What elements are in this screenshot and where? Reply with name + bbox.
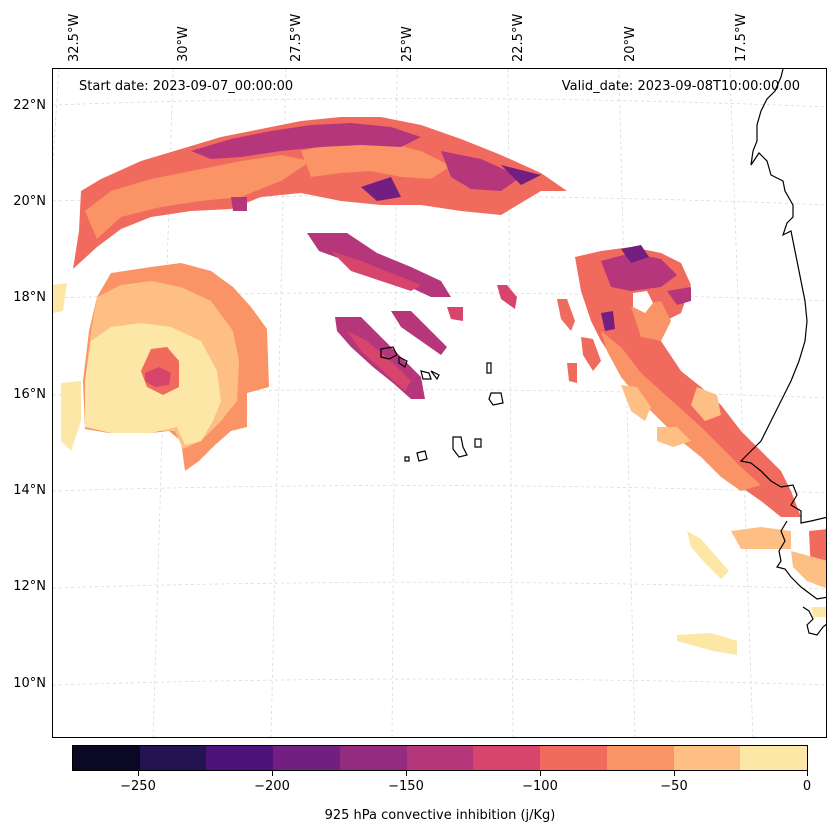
colorbar-tick-label: −250 [120, 779, 156, 794]
colorbar-cell [540, 746, 607, 770]
lon-label-25w: 25°W [400, 26, 415, 62]
colorbar-cell [406, 746, 474, 770]
colorbar-tick [272, 771, 273, 776]
lon-label-20w: 20°W [623, 26, 638, 62]
colorbar-tick [406, 771, 407, 776]
colorbar-tick-label: −100 [522, 779, 558, 794]
lat-label-10n: 10°N [13, 676, 46, 691]
coastlines [380, 69, 826, 636]
colorbar-tick [138, 771, 139, 776]
valid-date-label: Valid_date: 2023-09-08T10:00:00.00 [561, 79, 800, 94]
lat-label-22n: 22°N [13, 98, 46, 113]
colorbar-cell [740, 746, 808, 770]
colorbar-cell [73, 746, 140, 770]
lat-label-16n: 16°N [13, 387, 46, 402]
colorbar-tick [807, 771, 808, 776]
colorbar-tick [674, 771, 675, 776]
colorbar-title: 925 hPa convective inhibition (j/Kg) [324, 808, 556, 823]
lat-label-14n: 14°N [13, 483, 46, 498]
cin-center-streaks [307, 233, 517, 399]
colorbar-cell [273, 746, 340, 770]
map-canvas [53, 69, 826, 737]
colorbar-cell [139, 746, 207, 770]
map-panel: Start date: 2023-09-07_00:00:00 Valid_da… [52, 68, 827, 738]
start-date-label: Start date: 2023-09-07_00:00:00 [79, 79, 294, 94]
colorbar-cell [339, 746, 407, 770]
colorbar-cell [606, 746, 674, 770]
colorbar-cell [473, 746, 541, 770]
colorbar-tick-label: −50 [660, 779, 688, 794]
colorbar-tick-label: −200 [254, 779, 290, 794]
cin-east-band [557, 245, 826, 655]
lon-label-30w: 30°W [176, 26, 191, 62]
lat-label-12n: 12°N [13, 579, 46, 594]
cin-arc-band [73, 117, 567, 269]
colorbar [72, 745, 808, 771]
cin-cyclone [53, 263, 269, 471]
colorbar-cell [206, 746, 274, 770]
lon-label-17.5w: 17.5°W [734, 13, 749, 62]
lat-label-20n: 20°N [13, 194, 46, 209]
lon-label-22.5w: 22.5°W [511, 13, 526, 62]
lon-label-27.5w: 27.5°W [289, 13, 304, 62]
colorbar-cell [673, 746, 741, 770]
lat-label-18n: 18°N [13, 290, 46, 305]
colorbar-tick-label: 0 [802, 779, 812, 794]
lon-label-32.5w: 32.5°W [67, 13, 82, 62]
colorbar-tick [540, 771, 541, 776]
colorbar-tick-label: −150 [388, 779, 424, 794]
